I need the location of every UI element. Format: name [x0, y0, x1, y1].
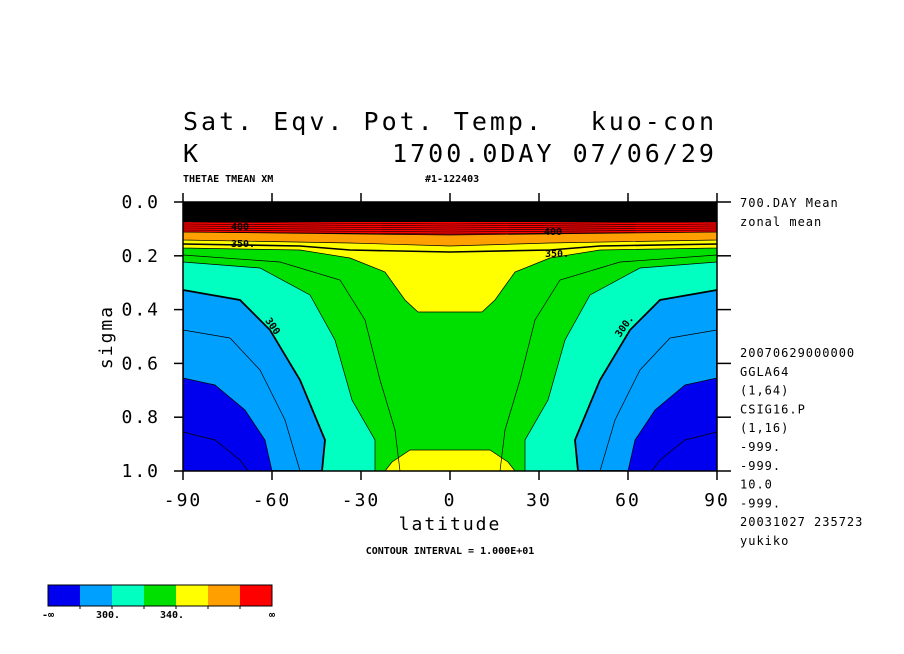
contour-line	[183, 221, 717, 225]
contour-label: 400	[231, 222, 249, 233]
colorbar-cell	[48, 585, 80, 606]
y-tick-label: 1.0	[121, 461, 160, 482]
y-tick-label: 0.4	[121, 300, 160, 321]
contour-line	[183, 329, 301, 471]
contour-line	[183, 231, 717, 235]
contour-label: 350.	[231, 239, 255, 250]
side-text: zonal mean	[740, 215, 822, 229]
side-text: 10.0	[740, 478, 773, 492]
chart-title: 1700.0DAY 07/06/29	[392, 139, 717, 168]
band-low	[183, 377, 273, 471]
colorbar-cell	[176, 585, 208, 606]
colorbar-label: -∞	[42, 610, 54, 621]
contour-label: 350.	[545, 249, 569, 260]
x-tick-label: 30	[526, 490, 552, 511]
y-axis-label: sigma	[96, 305, 117, 369]
colorbar-label: 340.	[160, 610, 184, 621]
x-tick-label: 90	[704, 490, 730, 511]
side-text: GGLA64	[740, 365, 789, 379]
colorbar-cell	[112, 585, 144, 606]
x-tick-label: -60	[253, 490, 292, 511]
side-text: 700.DAY Mean	[740, 196, 839, 210]
contour-line	[651, 431, 717, 471]
band-340	[183, 234, 717, 313]
colorbar-label: ∞	[269, 610, 275, 621]
contour-line	[183, 225, 717, 229]
chart-title: kuo-con	[591, 107, 717, 136]
y-tick-label: 0.0	[121, 192, 160, 213]
contour-interval: CONTOUR INTERVAL = 1.000E+01	[366, 546, 535, 557]
chart-title: Sat. Eqv. Pot. Temp.	[183, 107, 544, 136]
side-text: 20070629000000	[740, 346, 855, 360]
colorbar-frame	[47, 584, 273, 607]
header: #1-122403	[425, 174, 479, 185]
x-tick-label: 0	[444, 490, 457, 511]
contour-label: 450	[228, 204, 246, 215]
y-tick-label: 0.8	[121, 407, 160, 428]
contour-line	[183, 223, 717, 227]
colorbar-cell	[144, 585, 176, 606]
contour-label: 400	[544, 227, 562, 238]
header: THETAE TMEAN XM	[183, 174, 273, 185]
x-axis-label: latitude	[399, 514, 502, 535]
y-tick-label: 0.6	[121, 353, 160, 374]
contour-label: 550	[469, 200, 487, 211]
colorbar-cell	[240, 585, 272, 606]
dense-contours	[183, 202, 717, 222]
colorbar-cell	[208, 585, 240, 606]
side-text: (1,64)	[740, 384, 789, 398]
y-tick-label: 0.2	[121, 246, 160, 267]
contour-line	[499, 254, 717, 471]
colorbar-label: 300.	[96, 610, 120, 621]
chart-title: K	[183, 139, 201, 168]
side-text: CSIG16.P	[740, 402, 806, 416]
contour-line	[183, 431, 249, 471]
contour-line	[183, 254, 401, 471]
side-text: -999.	[740, 459, 781, 473]
x-tick-label: 60	[615, 490, 641, 511]
side-text: 20031027 235723	[740, 515, 863, 529]
side-text: -999.	[740, 440, 781, 454]
contour-line	[183, 227, 717, 231]
x-tick-label: -90	[164, 490, 203, 511]
band-340	[384, 449, 516, 471]
x-tick-label: -30	[342, 490, 381, 511]
band-low	[627, 377, 717, 471]
side-text: (1,16)	[740, 421, 789, 435]
contour-line	[183, 229, 717, 233]
contour-line	[183, 243, 717, 253]
side-text: -999.	[740, 496, 781, 510]
contour-line	[599, 329, 717, 471]
colorbar-cell	[80, 585, 112, 606]
side-text: yukiko	[740, 534, 789, 548]
